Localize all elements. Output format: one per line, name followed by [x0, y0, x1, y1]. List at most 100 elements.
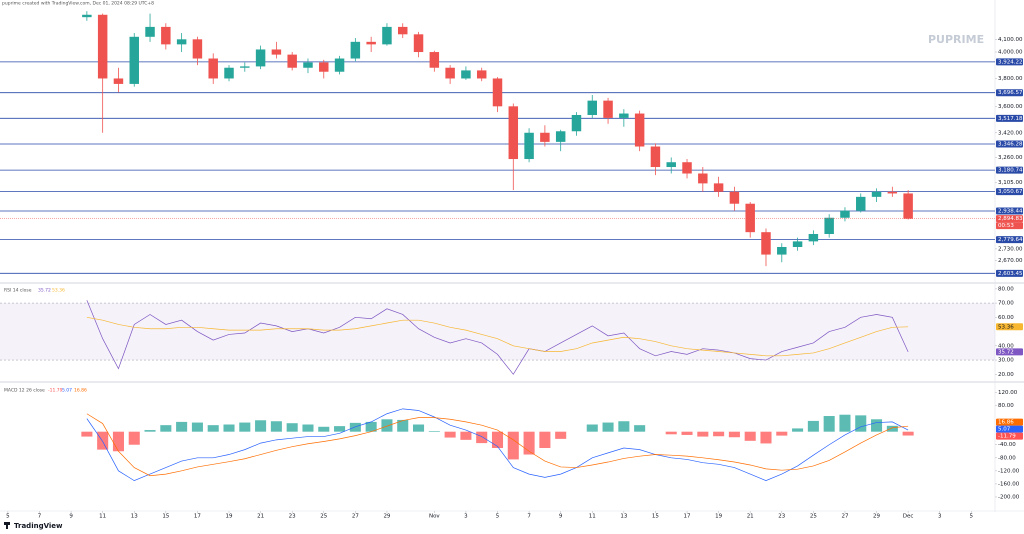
y-tick-label: -80.00 — [998, 455, 1016, 461]
candle-body — [413, 34, 424, 53]
histogram-bar — [697, 431, 709, 437]
pane-value-box — [996, 323, 1023, 331]
x-tick-label: 19 — [226, 514, 233, 520]
level-label: 3,517.18 — [998, 116, 1023, 122]
x-tick-label: 21 — [747, 514, 754, 520]
histogram-bar — [207, 425, 219, 432]
histogram-bar — [270, 421, 282, 432]
x-tick-label: 7 — [38, 514, 42, 520]
histogram-bar — [128, 431, 140, 445]
candle-body — [856, 196, 866, 211]
pane-value: 35.72 — [38, 288, 51, 294]
y-tick-label: 2,730.00 — [998, 246, 1023, 252]
pane-title: RSI 14 close — [4, 288, 32, 294]
candle-body — [698, 173, 708, 184]
histogram-bar — [255, 420, 267, 432]
x-tick-label: 9 — [69, 514, 73, 520]
logo-icon — [4, 522, 10, 529]
histogram-bar — [523, 431, 535, 455]
x-tick-label: 5 — [496, 514, 500, 520]
histogram-bar — [491, 431, 504, 448]
y-tick-label: 2,670.00 — [998, 258, 1023, 264]
candle-body — [824, 217, 834, 234]
y-tick-label: -40.00 — [998, 442, 1016, 448]
candle-body — [255, 49, 266, 67]
histogram-value-label: -11.79 — [998, 434, 1016, 440]
histogram-bar — [586, 424, 598, 432]
y-tick-label: 80.00 — [998, 403, 1014, 409]
candle-body — [429, 52, 440, 68]
candle-body — [319, 62, 329, 72]
indicator-line — [86, 408, 909, 482]
x-tick-label: Nov — [429, 514, 440, 520]
header: puprime created with TradingView.com, De… — [2, 1, 154, 7]
level-box — [996, 236, 1023, 244]
candle-body — [745, 203, 755, 233]
candle-body — [603, 100, 613, 118]
candle-body — [761, 232, 771, 255]
level-label: 3,924.22 — [998, 59, 1023, 65]
x-tick-label: 27 — [352, 514, 359, 520]
signal-value-box — [996, 418, 1023, 426]
level-label: 3,180.74 — [998, 168, 1023, 174]
y-tick-label: 20.00 — [998, 372, 1014, 378]
y-tick-label: 120.00 — [998, 390, 1018, 396]
level-box — [996, 140, 1023, 148]
candle-body — [555, 131, 566, 142]
histogram-bar — [160, 425, 172, 432]
candle-body — [871, 191, 882, 197]
y-tick-label: 3,420.00 — [998, 130, 1023, 136]
candle-body — [161, 26, 171, 45]
countdown: 00:53 — [998, 223, 1014, 229]
histogram-bar — [713, 431, 725, 437]
candle-body — [303, 62, 313, 68]
histogram-bar — [81, 431, 93, 437]
candle-body — [808, 233, 819, 242]
level-box — [996, 207, 1023, 215]
candle-body — [492, 78, 503, 107]
pane-value: -11.79 — [48, 388, 63, 394]
histogram-bar — [476, 431, 488, 444]
x-tick-label: 21 — [257, 514, 264, 520]
histogram-bar — [792, 428, 804, 432]
y-tick-label: -120.00 — [998, 468, 1020, 474]
current-price-label: 2,894.83 — [998, 216, 1023, 222]
histogram-bar — [744, 431, 756, 441]
histogram-bar — [886, 425, 898, 432]
candle-body — [145, 26, 155, 37]
candle-body — [82, 14, 92, 18]
candle-body — [634, 113, 645, 147]
indicator-line — [86, 300, 909, 375]
candle-body — [461, 70, 471, 79]
x-tick-label: 17 — [194, 514, 201, 520]
x-tick-label: Dec — [903, 514, 914, 520]
indicator-line — [86, 316, 909, 357]
level-label: 2,938.44 — [998, 208, 1023, 214]
x-tick-label: 25 — [810, 514, 817, 520]
histogram-bar — [302, 424, 314, 432]
x-tick-label: 5 — [6, 514, 10, 520]
candle-body — [445, 67, 455, 79]
y-tick-label: 3,105.00 — [998, 180, 1023, 186]
candle-body — [382, 26, 392, 45]
level-box — [996, 269, 1023, 277]
histogram-bar — [839, 414, 851, 432]
x-tick-label: 13 — [131, 514, 138, 520]
level-label: 2,779.64 — [998, 237, 1023, 243]
countdown-box — [996, 222, 1023, 230]
histogram-bar — [807, 420, 819, 432]
candle-body — [97, 14, 108, 79]
pane-title: MACD 12 26 close — [4, 388, 45, 394]
x-tick-label: 29 — [873, 514, 880, 520]
histogram-bar — [539, 431, 551, 448]
histogram-bar — [855, 415, 867, 432]
y-tick-label: 3,800.00 — [998, 76, 1023, 82]
candle-body — [129, 36, 139, 84]
pane-value: 16.86 — [74, 388, 87, 394]
current-price-box — [996, 215, 1023, 223]
candle-body — [777, 246, 787, 255]
y-tick-label: 3,260.00 — [998, 155, 1023, 161]
macd-value-box — [996, 425, 1023, 433]
candle-body — [350, 41, 361, 59]
candle-body — [208, 58, 218, 79]
